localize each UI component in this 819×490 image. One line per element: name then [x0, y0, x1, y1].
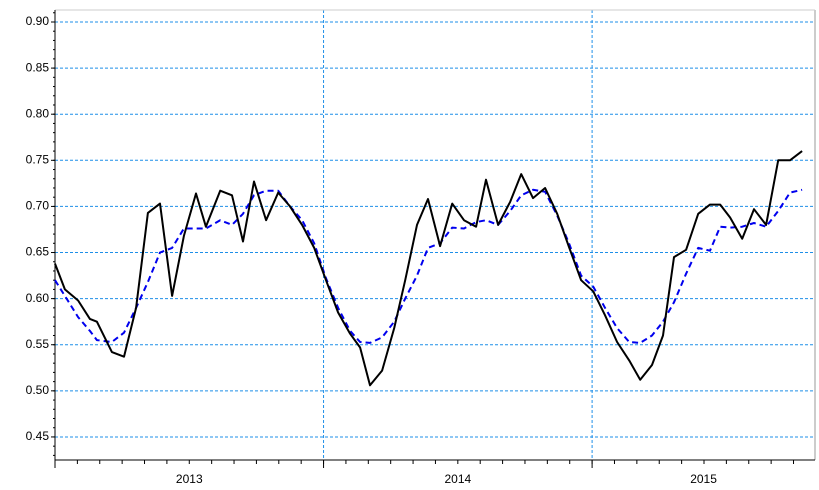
y-tick-label: 0.85: [26, 60, 50, 74]
series-line: [54, 188, 803, 344]
y-tick-label: 0.70: [26, 199, 50, 213]
x-tick-label: 2015: [690, 472, 717, 486]
x-tick-label: 2014: [444, 472, 471, 486]
y-tick-label: 0.55: [26, 337, 50, 351]
y-tick-label: 0.75: [26, 152, 50, 166]
y-tick-label: 0.45: [26, 429, 50, 443]
y-tick-label: 0.60: [26, 291, 50, 305]
y-tick-label: 0.50: [26, 383, 50, 397]
y-tick-label: 0.90: [26, 14, 50, 28]
y-tick-label: 0.65: [26, 245, 50, 259]
series-line: [54, 150, 803, 387]
x-tick-label: 2013: [176, 472, 203, 486]
y-tick-label: 0.80: [26, 106, 50, 120]
